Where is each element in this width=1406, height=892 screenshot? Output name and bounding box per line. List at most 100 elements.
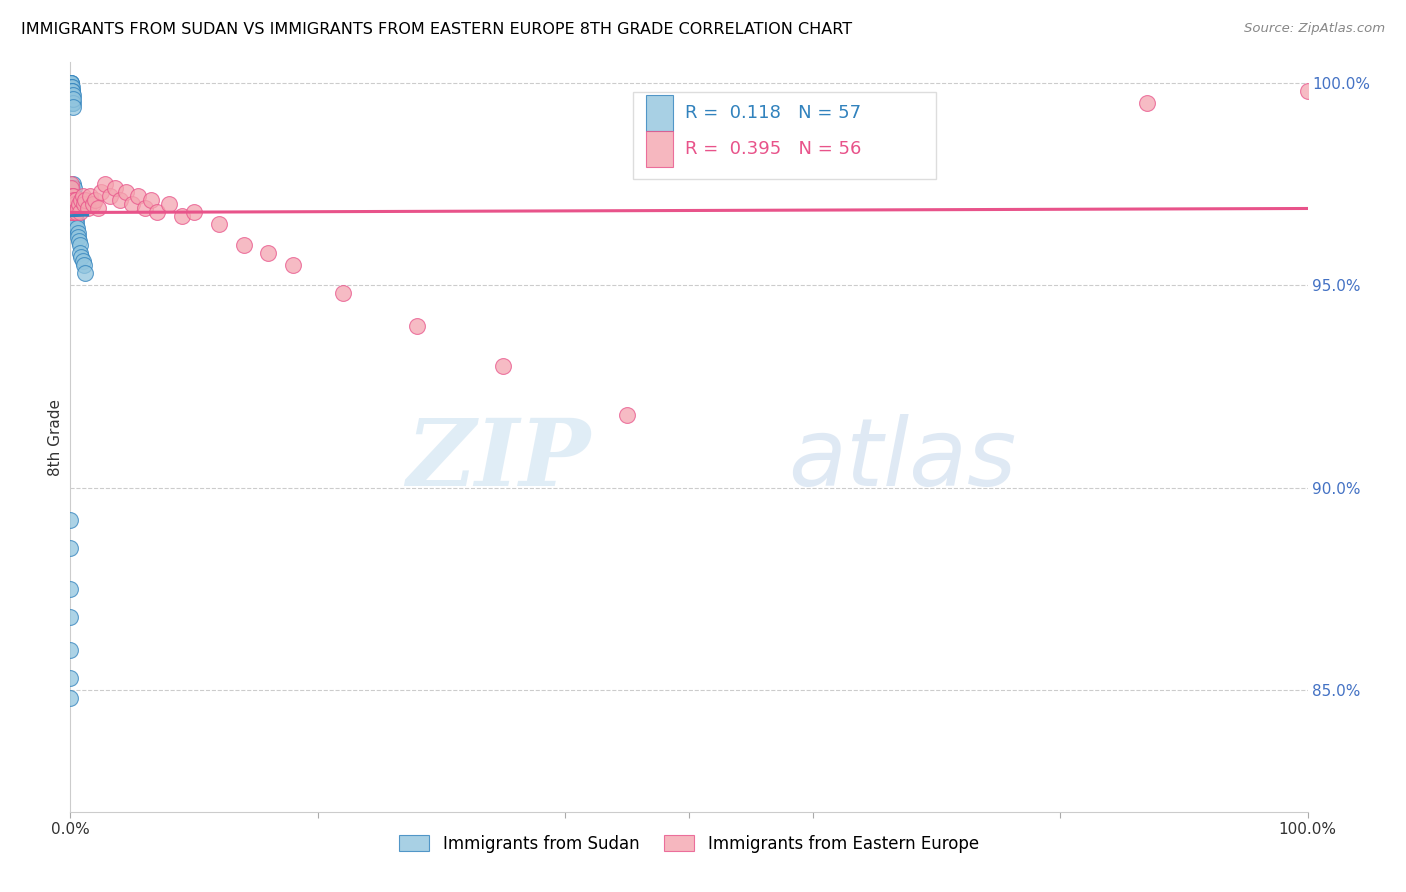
- Point: [60, 79, 83, 94]
- Point: [84, 193, 107, 207]
- Point: [75, 193, 97, 207]
- Point: [616, 408, 638, 422]
- Point: [59, 84, 82, 98]
- Point: [60, 84, 83, 98]
- Point: [63, 193, 86, 207]
- Point: [65, 218, 87, 232]
- Point: [62, 92, 84, 106]
- Point: [62, 197, 84, 211]
- Point: [62, 100, 84, 114]
- Point: [59, 582, 82, 596]
- Point: [65, 197, 87, 211]
- Point: [60, 79, 83, 94]
- Point: [60, 181, 83, 195]
- Point: [62, 95, 84, 110]
- Point: [67, 197, 90, 211]
- Point: [60, 95, 83, 110]
- Point: [62, 87, 84, 102]
- Point: [63, 181, 86, 195]
- Point: [75, 266, 97, 280]
- Text: IMMIGRANTS FROM SUDAN VS IMMIGRANTS FROM EASTERN EUROPE 8TH GRADE CORRELATION CH: IMMIGRANTS FROM SUDAN VS IMMIGRANTS FROM…: [21, 22, 852, 37]
- Point: [59, 177, 82, 191]
- Point: [67, 234, 90, 248]
- Point: [59, 205, 82, 219]
- FancyBboxPatch shape: [633, 93, 936, 178]
- Point: [60, 201, 83, 215]
- Point: [232, 237, 254, 252]
- Point: [60, 84, 83, 98]
- Point: [69, 205, 91, 219]
- Point: [60, 197, 83, 211]
- Point: [70, 193, 93, 207]
- Point: [59, 79, 82, 94]
- Point: [281, 258, 304, 272]
- Point: [60, 87, 83, 102]
- Point: [121, 197, 143, 211]
- Point: [60, 189, 83, 203]
- Point: [59, 691, 82, 706]
- Point: [63, 189, 86, 203]
- Point: [62, 189, 84, 203]
- Point: [79, 189, 101, 203]
- Point: [94, 177, 117, 191]
- Point: [72, 253, 94, 268]
- Point: [208, 218, 231, 232]
- Point: [73, 197, 96, 211]
- Point: [63, 201, 86, 215]
- Point: [59, 76, 82, 90]
- Point: [62, 185, 84, 199]
- Y-axis label: 8th Grade: 8th Grade: [48, 399, 63, 475]
- Point: [492, 359, 515, 374]
- Point: [60, 193, 83, 207]
- Point: [65, 205, 87, 219]
- Text: atlas: atlas: [787, 414, 1017, 505]
- Point: [60, 92, 83, 106]
- Point: [1296, 84, 1319, 98]
- Point: [60, 84, 83, 98]
- Point: [62, 205, 84, 219]
- Point: [72, 189, 94, 203]
- Legend: Immigrants from Sudan, Immigrants from Eastern Europe: Immigrants from Sudan, Immigrants from E…: [392, 829, 986, 860]
- Point: [69, 245, 91, 260]
- Point: [82, 197, 104, 211]
- Point: [86, 201, 108, 215]
- Point: [170, 210, 193, 224]
- Point: [76, 201, 98, 215]
- Point: [59, 189, 82, 203]
- Text: R =  0.395   N = 56: R = 0.395 N = 56: [685, 140, 862, 158]
- Point: [60, 92, 83, 106]
- Point: [66, 201, 89, 215]
- Point: [59, 671, 82, 685]
- Point: [332, 286, 354, 301]
- Point: [146, 205, 169, 219]
- Point: [104, 181, 127, 195]
- Point: [127, 189, 149, 203]
- Point: [63, 193, 86, 207]
- Point: [59, 84, 82, 98]
- Text: ZIP: ZIP: [406, 415, 591, 505]
- Point: [183, 205, 205, 219]
- Point: [69, 237, 91, 252]
- Point: [62, 177, 84, 191]
- Point: [60, 193, 83, 207]
- Text: R =  0.118   N = 57: R = 0.118 N = 57: [685, 104, 862, 122]
- Point: [65, 205, 87, 219]
- Point: [59, 642, 82, 657]
- Point: [59, 610, 82, 624]
- Point: [1136, 95, 1159, 110]
- Point: [108, 193, 131, 207]
- Bar: [645, 95, 673, 131]
- Point: [67, 229, 90, 244]
- Point: [59, 197, 82, 211]
- Point: [59, 541, 82, 556]
- Point: [63, 193, 86, 207]
- Point: [257, 245, 280, 260]
- Point: [60, 87, 83, 102]
- Point: [65, 197, 87, 211]
- Point: [59, 513, 82, 527]
- Point: [60, 205, 83, 219]
- Point: [59, 79, 82, 94]
- Point: [59, 76, 82, 90]
- Point: [59, 87, 82, 102]
- Point: [139, 193, 162, 207]
